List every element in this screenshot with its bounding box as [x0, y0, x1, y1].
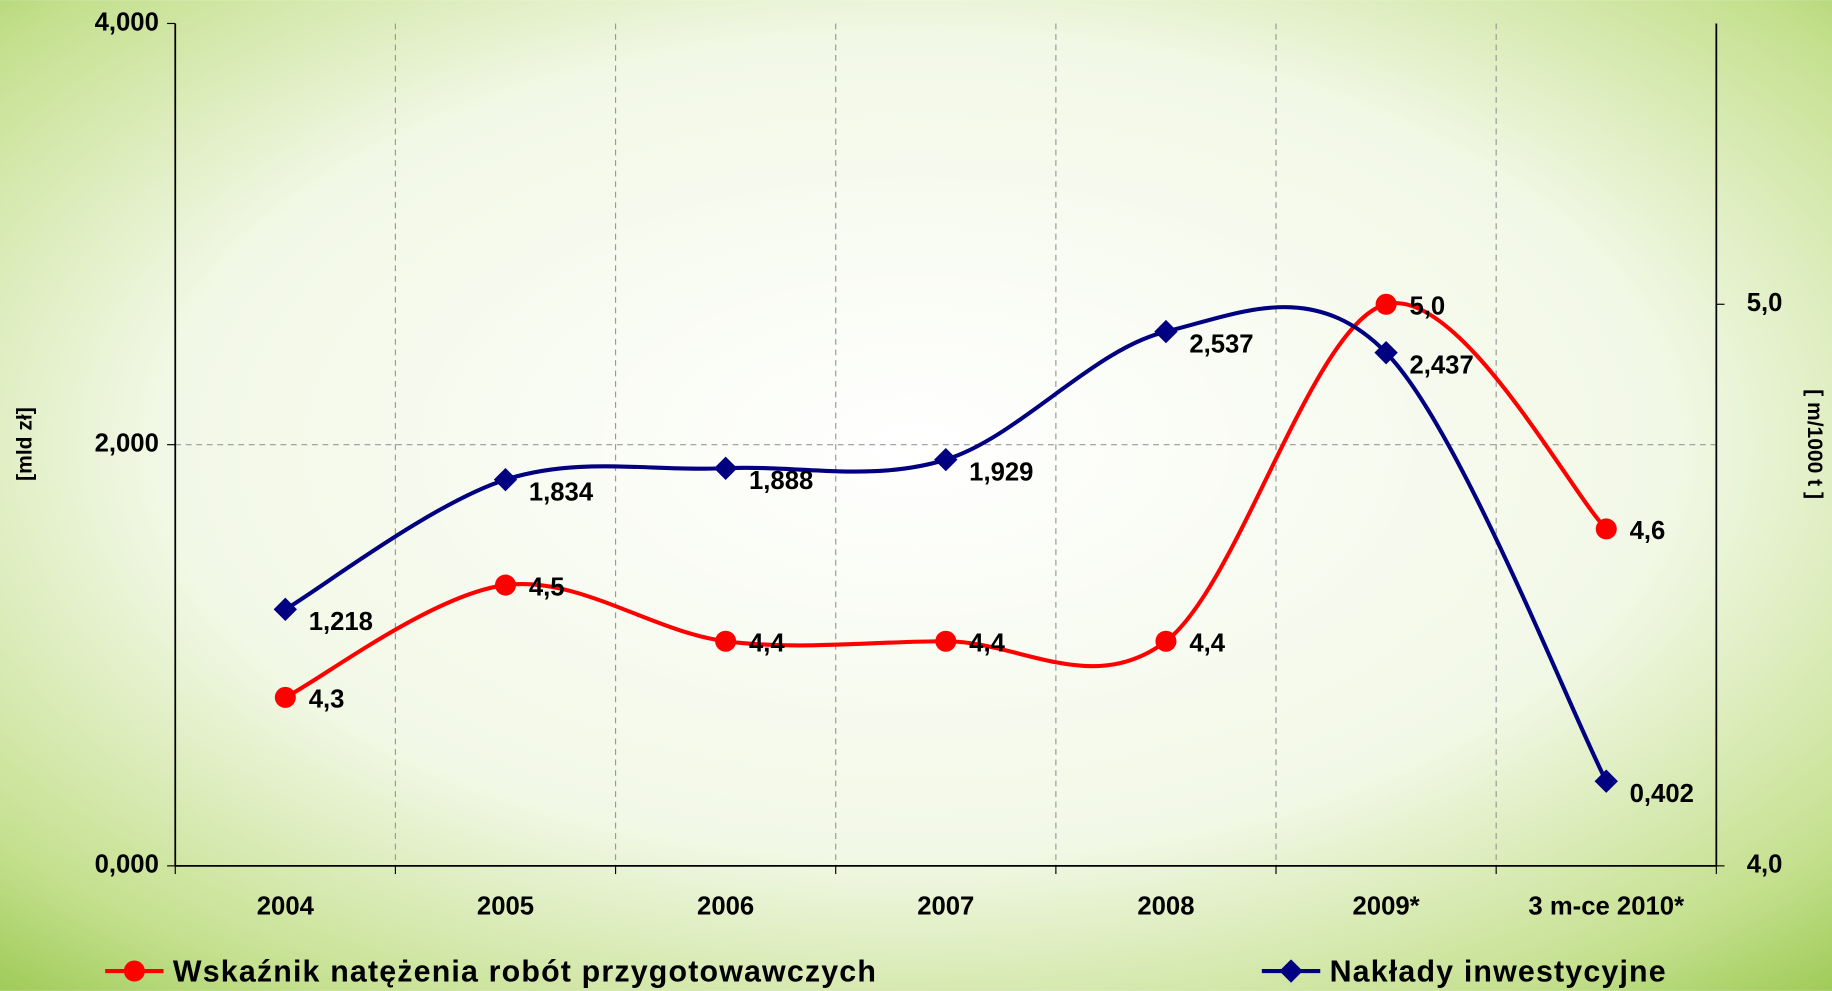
marker — [934, 447, 958, 472]
legend-label: Wskaźnik natężenia robót przygotowawczyc… — [173, 955, 877, 988]
data-label: 4,4 — [1189, 630, 1225, 658]
marker — [713, 456, 738, 480]
y-tick-label: 2,000 — [95, 429, 159, 457]
x-tick-label: 3 m-ce 2010* — [1528, 893, 1684, 921]
legend-label: Nakłady inwestycyjne — [1330, 955, 1667, 988]
x-tick-label: 2008 — [1137, 893, 1194, 921]
legend-marker — [123, 960, 145, 982]
marker — [1594, 769, 1618, 793]
marker — [935, 630, 957, 652]
data-label: 2,437 — [1409, 351, 1473, 379]
x-tick-label: 2009* — [1353, 893, 1420, 921]
marker — [1595, 518, 1617, 540]
x-tick-label: 2005 — [477, 893, 534, 921]
marker — [1375, 293, 1397, 315]
y-tick-label: 4,000 — [95, 8, 159, 36]
data-label: 0,402 — [1630, 780, 1694, 808]
y2-axis-label: [ m/1000 t ] — [1803, 389, 1826, 499]
marker — [274, 686, 296, 708]
legend-marker — [1279, 959, 1303, 983]
y-axis-label: [mld zł] — [13, 407, 36, 481]
data-label: 4,6 — [1630, 517, 1666, 545]
data-label: 4,3 — [309, 686, 345, 714]
x-tick-label: 2004 — [257, 893, 315, 921]
x-tick-label: 2006 — [697, 893, 754, 921]
data-label: 1,834 — [529, 478, 594, 506]
data-label: 5,0 — [1409, 293, 1445, 321]
data-label: 1,888 — [749, 467, 813, 495]
y2-tick-label: 4,0 — [1747, 851, 1783, 879]
data-label: 4,5 — [529, 573, 565, 601]
data-label: 4,4 — [969, 630, 1005, 658]
y-tick-label: 0,000 — [95, 851, 159, 879]
data-label: 2,537 — [1189, 330, 1253, 358]
data-label: 1,218 — [309, 608, 373, 636]
marker — [1155, 630, 1177, 652]
data-label: 1,929 — [969, 458, 1033, 486]
y2-tick-label: 5,0 — [1747, 289, 1783, 317]
marker — [715, 630, 737, 652]
marker — [494, 574, 517, 596]
x-tick-label: 2007 — [917, 893, 974, 921]
data-label: 4,4 — [749, 630, 785, 658]
